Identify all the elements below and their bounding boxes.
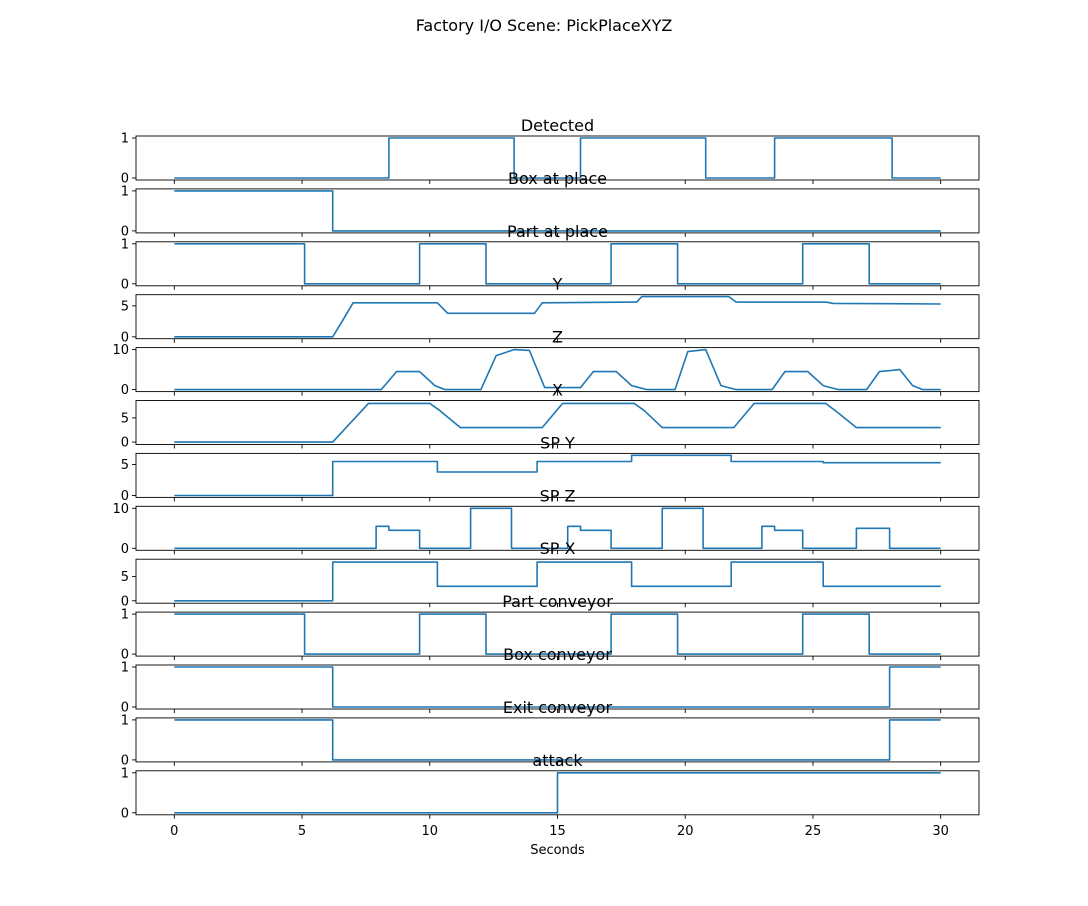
x-tick-label: 0 bbox=[170, 824, 178, 839]
y-tick-label-box-conveyor: 0 bbox=[121, 701, 129, 716]
panel-title-sp-x: SP X bbox=[540, 539, 576, 558]
series-line-z bbox=[174, 348, 941, 391]
y-tick-label-sp-y: 5 bbox=[121, 458, 129, 473]
y-tick-label-exit-conveyor: 1 bbox=[121, 713, 129, 728]
series-line-sp-y bbox=[174, 454, 941, 497]
panel-title-exit-conveyor: Exit conveyor bbox=[503, 698, 613, 717]
panel-title-y: Y bbox=[552, 275, 563, 294]
panel-title-z: Z bbox=[552, 328, 563, 347]
y-tick-label-attack: 0 bbox=[121, 806, 129, 821]
y-tick-label-part-conveyor: 1 bbox=[121, 608, 129, 623]
y-tick-label-box-at-place: 1 bbox=[121, 184, 129, 199]
y-tick-label-part-at-place: 0 bbox=[121, 277, 129, 292]
y-tick-label-z: 0 bbox=[121, 383, 129, 398]
panel-title-part-conveyor: Part conveyor bbox=[502, 592, 613, 611]
y-tick-label-box-at-place: 0 bbox=[121, 224, 129, 239]
y-tick-label-sp-y: 0 bbox=[121, 489, 129, 504]
y-tick-label-y: 5 bbox=[121, 299, 129, 314]
panel-title-box-conveyor: Box conveyor bbox=[503, 645, 612, 664]
panel-title-detected: Detected bbox=[521, 116, 594, 135]
panel-title-box-at-place: Box at place bbox=[508, 169, 607, 188]
y-tick-label-part-at-place: 1 bbox=[121, 237, 129, 252]
x-tick-label: 5 bbox=[298, 824, 306, 839]
x-axis-label: Seconds bbox=[530, 843, 585, 858]
y-tick-label-part-conveyor: 0 bbox=[121, 648, 129, 663]
y-tick-label-sp-z: 10 bbox=[112, 502, 129, 517]
y-tick-label-x: 0 bbox=[121, 436, 129, 451]
series-line-y bbox=[174, 295, 941, 338]
panel-title-part-at-place: Part at place bbox=[507, 222, 608, 241]
y-tick-label-x: 5 bbox=[121, 411, 129, 426]
figure-title: Factory I/O Scene: PickPlaceXYZ bbox=[415, 16, 673, 35]
x-tick-label: 25 bbox=[805, 824, 822, 839]
y-tick-label-detected: 1 bbox=[121, 132, 129, 147]
series-line-part-at-place bbox=[174, 243, 941, 285]
panel-title-x: X bbox=[552, 381, 563, 400]
x-tick-label: 30 bbox=[932, 824, 949, 839]
y-tick-label-exit-conveyor: 0 bbox=[121, 753, 129, 768]
y-tick-label-sp-z: 0 bbox=[121, 542, 129, 557]
y-tick-label-z: 10 bbox=[112, 343, 129, 358]
series-line-box-at-place bbox=[174, 190, 941, 232]
panel-title-sp-y: SP Y bbox=[540, 433, 575, 452]
series-line-sp-z bbox=[174, 507, 941, 550]
series-line-x bbox=[174, 402, 941, 443]
y-tick-label-attack: 1 bbox=[121, 766, 129, 781]
y-tick-label-sp-x: 0 bbox=[121, 594, 129, 609]
series-line-box-conveyor bbox=[174, 666, 941, 708]
series-line-exit-conveyor bbox=[174, 719, 941, 761]
y-tick-label-sp-x: 5 bbox=[121, 570, 129, 585]
y-tick-label-detected: 0 bbox=[121, 172, 129, 187]
x-tick-label: 15 bbox=[549, 824, 566, 839]
y-tick-label-y: 0 bbox=[121, 330, 129, 345]
y-tick-label-box-conveyor: 1 bbox=[121, 661, 129, 676]
series-line-part-conveyor bbox=[174, 613, 941, 655]
x-tick-label: 10 bbox=[421, 824, 438, 839]
panel-title-attack: attack bbox=[532, 751, 583, 770]
series-line-attack bbox=[174, 771, 941, 814]
series-line-sp-x bbox=[174, 561, 941, 602]
x-tick-label: 20 bbox=[677, 824, 694, 839]
panel-title-sp-z: SP Z bbox=[540, 486, 576, 505]
series-line-detected bbox=[174, 137, 941, 179]
